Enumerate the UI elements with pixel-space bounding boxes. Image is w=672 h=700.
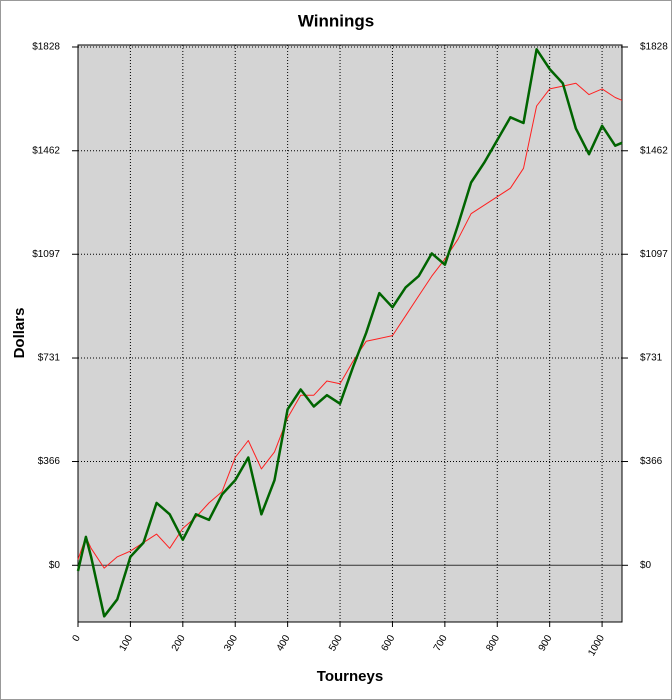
series-line	[77, 82, 623, 569]
y2-tick-label: $731	[640, 353, 663, 364]
y2-tick-label: $1828	[640, 42, 668, 53]
y2-tick-label: $1462	[640, 145, 668, 156]
y2-tick-label: $366	[640, 456, 663, 467]
plot-area	[77, 44, 623, 623]
y-tick-label: $0	[49, 560, 61, 571]
y2-tick-label: $0	[640, 560, 652, 571]
y-axis-title: Dollars	[11, 308, 28, 359]
y2-tick-label: $1097	[640, 249, 668, 260]
y-tick-label: $1828	[32, 42, 60, 53]
y-tick-label: $1462	[32, 145, 60, 156]
y-tick-label: $366	[38, 456, 61, 467]
y-tick-label: $1097	[32, 249, 60, 260]
y-tick-label: $731	[38, 353, 61, 364]
x-axis-title: Tourneys	[317, 668, 383, 685]
x-tick-label: 0	[71, 633, 84, 644]
chart-title: Winnings	[298, 11, 374, 30]
series-line	[76, 48, 623, 618]
